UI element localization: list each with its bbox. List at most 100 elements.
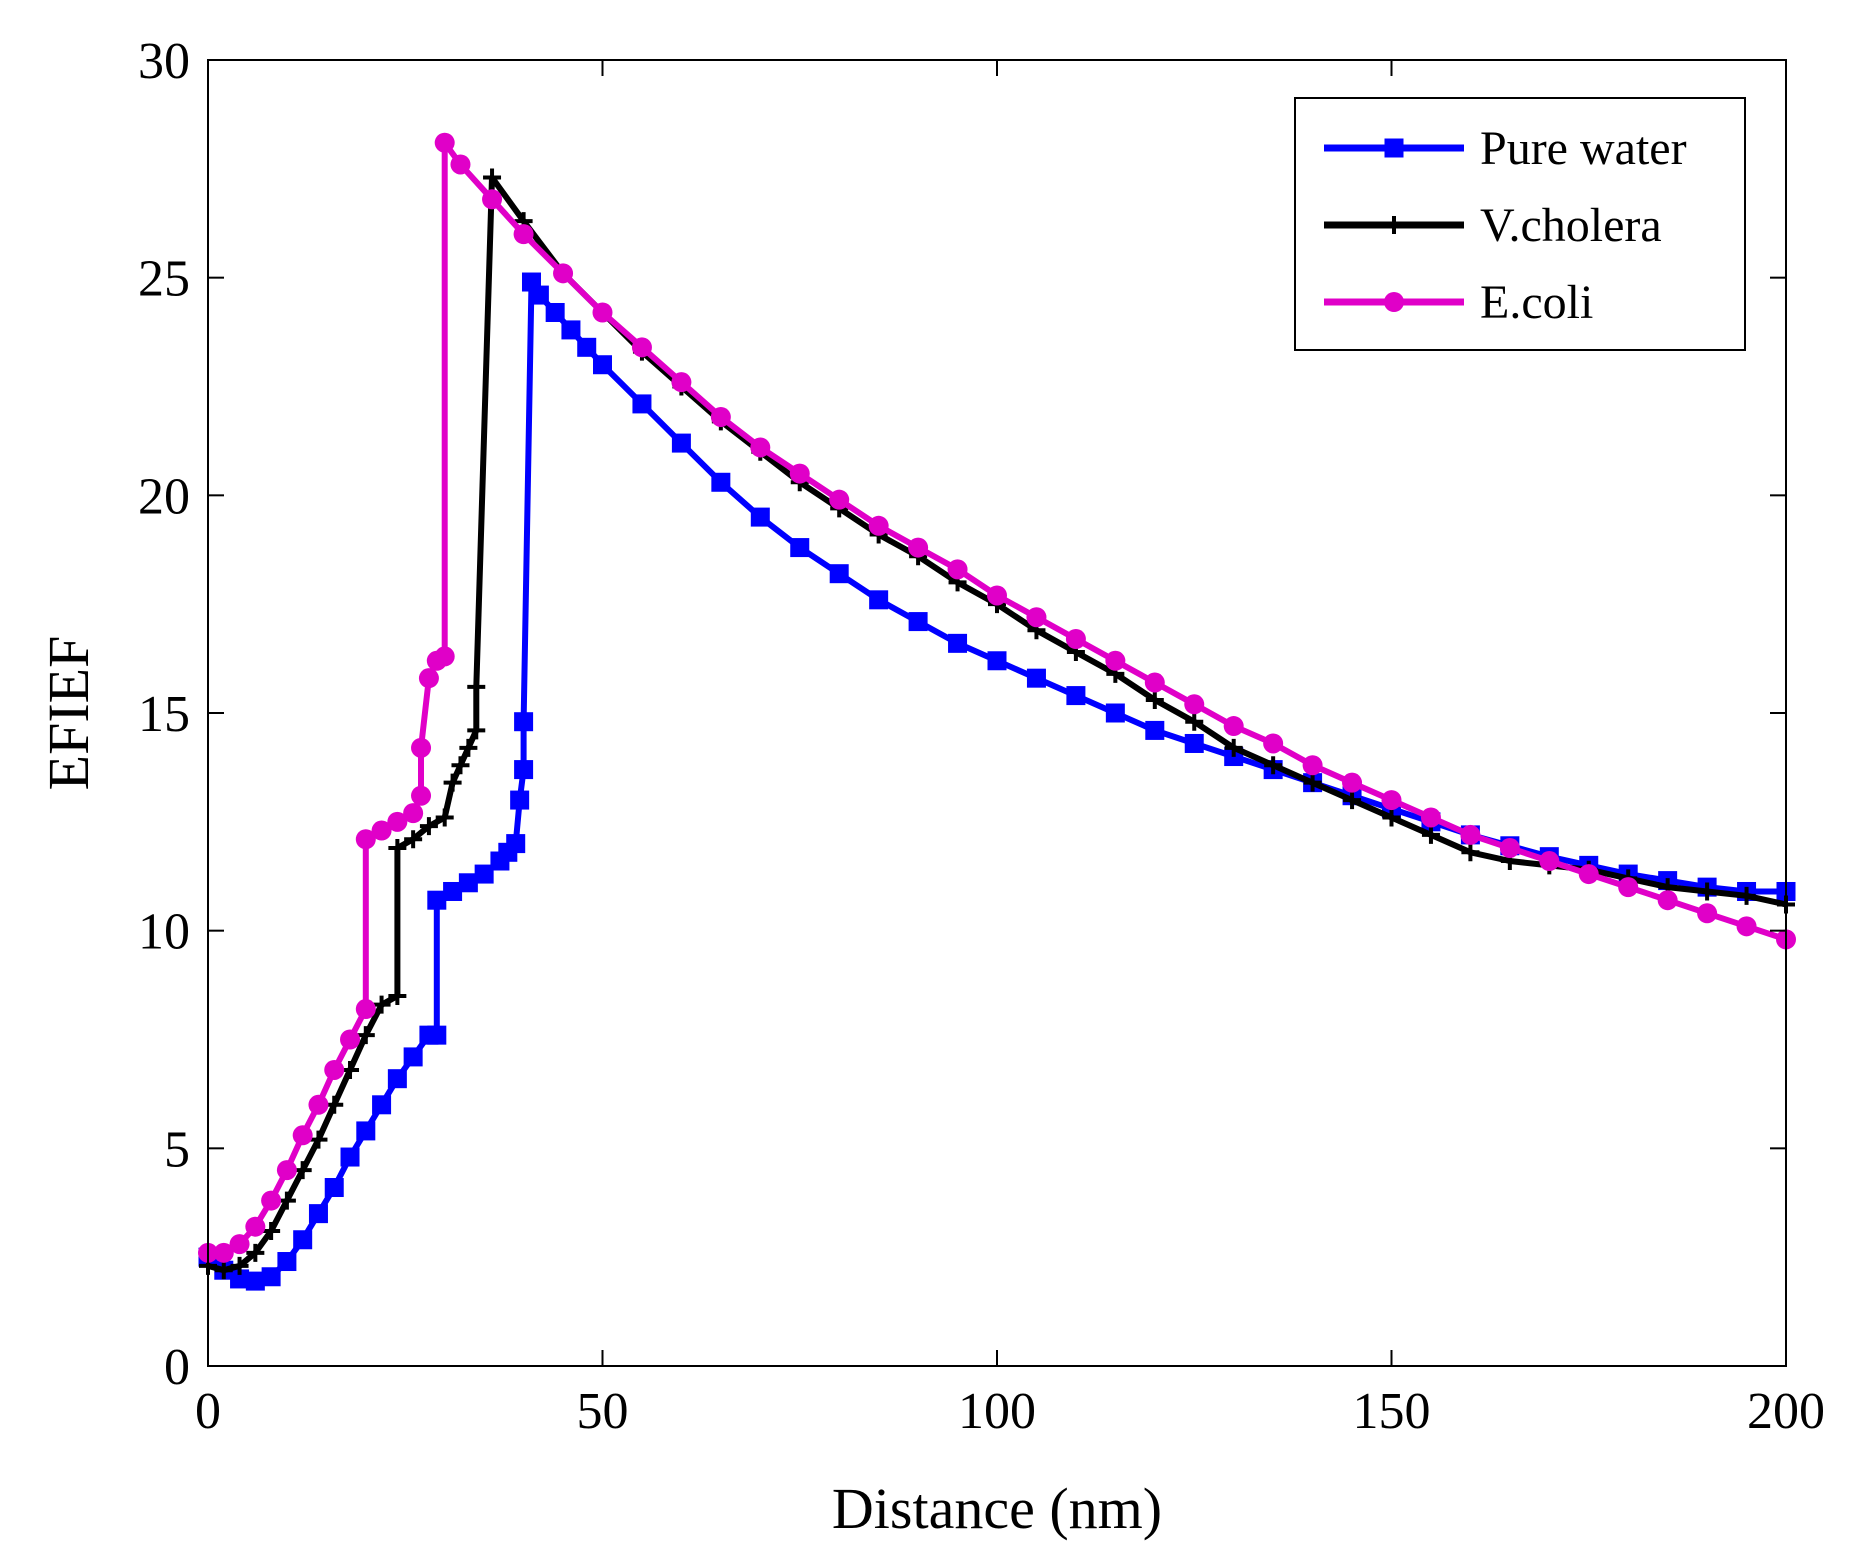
data-point-v-cholera: [1185, 712, 1204, 731]
data-point-e-coli: [229, 1234, 250, 1255]
y-axis-title: EFIEF: [36, 636, 101, 791]
y-tick-label-30: 30: [138, 33, 190, 90]
data-point-e-coli: [1065, 628, 1086, 649]
data-point-pure-water: [1145, 720, 1165, 740]
x-tick-label-0: 0: [195, 1383, 221, 1440]
data-point-v-cholera: [246, 1243, 265, 1262]
data-point-e-coli: [1460, 824, 1481, 845]
data-point-pure-water: [514, 760, 534, 780]
legend-label-pure-water: Pure water: [1480, 122, 1687, 175]
data-point-e-coli: [371, 820, 392, 841]
x-tick-label-100: 100: [958, 1383, 1036, 1440]
data-point-e-coli: [1144, 672, 1165, 693]
data-point-e-coli: [908, 537, 929, 558]
data-point-e-coli: [789, 463, 810, 484]
data-point-e-coli: [411, 785, 432, 806]
data-point-pure-water: [790, 538, 810, 558]
data-point-v-cholera: [435, 808, 454, 827]
data-point-e-coli: [450, 154, 471, 175]
legend-entry-e-coli: E.coli: [1324, 276, 1593, 329]
data-point-pure-water: [750, 507, 770, 527]
data-point-pure-water: [372, 1095, 392, 1115]
data-point-e-coli: [340, 1029, 361, 1050]
data-point-v-cholera: [388, 986, 407, 1005]
data-point-e-coli: [987, 585, 1007, 606]
data-point-pure-water: [1026, 668, 1046, 688]
data-point-v-cholera: [443, 773, 462, 792]
data-point-e-coli: [418, 668, 439, 689]
data-point-v-cholera: [483, 168, 502, 187]
data-point-e-coli: [553, 263, 574, 284]
axis-ticks: 0 50 100 150 200 0 5 10 15 20 25 30: [138, 33, 1825, 1440]
legend-marker-v-cholera: [1385, 216, 1403, 234]
data-point-v-cholera: [459, 738, 478, 757]
data-point-pure-water: [593, 355, 612, 375]
data-point-e-coli: [434, 646, 455, 667]
data-point-e-coli: [1578, 864, 1599, 885]
data-point-pure-water: [403, 1047, 423, 1067]
data-point-pure-water: [1105, 703, 1125, 723]
y-tick-label-10: 10: [138, 904, 190, 961]
data-point-e-coli: [592, 302, 613, 323]
data-point-e-coli: [1302, 755, 1323, 776]
data-point-e-coli: [245, 1216, 266, 1237]
data-point-e-coli: [1657, 890, 1678, 911]
data-point-pure-water: [529, 285, 549, 305]
data-point-e-coli: [750, 437, 771, 458]
data-point-pure-water: [261, 1267, 281, 1287]
data-point-v-cholera: [1382, 808, 1401, 827]
data-point-e-coli: [1539, 851, 1560, 872]
data-point-v-cholera: [309, 1130, 328, 1149]
data-point-e-coli: [324, 1059, 345, 1080]
data-point-e-coli: [671, 372, 692, 393]
data-point-e-coli: [411, 737, 432, 758]
x-tick-label-50: 50: [577, 1383, 629, 1440]
data-point-pure-water: [340, 1147, 360, 1167]
y-tick-label-0: 0: [164, 1339, 190, 1396]
legend: Pure water V.cholera E.coli: [1294, 97, 1746, 351]
data-point-v-cholera: [467, 721, 486, 740]
data-point-pure-water: [1066, 686, 1086, 706]
series-layer: [198, 132, 1796, 1291]
data-point-e-coli: [1618, 877, 1639, 898]
data-point-e-coli: [292, 1125, 313, 1146]
data-point-pure-water: [829, 564, 849, 584]
data-point-pure-water: [293, 1230, 313, 1250]
series-line-v-cholera: [207, 174, 1787, 1274]
data-point-pure-water: [356, 1121, 376, 1141]
data-point-v-cholera: [1737, 886, 1756, 905]
y-tick-label-5: 5: [164, 1121, 190, 1178]
data-point-e-coli: [868, 515, 889, 536]
legend-label-e-coli: E.coli: [1480, 276, 1593, 329]
data-point-pure-water: [427, 1025, 447, 1045]
data-point-v-cholera: [1303, 773, 1322, 792]
data-point-pure-water: [948, 633, 968, 653]
data-point-pure-water: [908, 612, 928, 632]
series-e-coli: [198, 132, 1796, 1263]
data-point-v-cholera: [1224, 738, 1243, 757]
y-tick-label-20: 20: [138, 468, 190, 525]
data-point-e-coli: [261, 1190, 282, 1211]
data-point-v-cholera: [262, 1222, 281, 1241]
data-point-pure-water: [510, 790, 530, 810]
legend-label-v-cholera: V.cholera: [1480, 199, 1662, 252]
data-point-e-coli: [1223, 716, 1244, 737]
data-point-v-cholera: [372, 995, 391, 1014]
legend-marker-e-coli: [1384, 292, 1404, 312]
data-point-e-coli: [403, 803, 424, 824]
data-point-e-coli: [1026, 607, 1047, 628]
data-point-pure-water: [514, 712, 534, 732]
data-point-v-cholera: [388, 838, 407, 857]
data-point-pure-water: [506, 834, 526, 854]
data-point-pure-water: [711, 472, 731, 492]
data-point-e-coli: [631, 337, 652, 358]
y-tick-label-15: 15: [138, 686, 190, 743]
data-point-pure-water: [869, 590, 889, 610]
data-point-e-coli: [1420, 807, 1441, 828]
data-point-v-cholera: [419, 817, 438, 836]
x-tick-label-200: 200: [1747, 1383, 1825, 1440]
data-point-e-coli: [710, 406, 731, 427]
data-point-e-coli: [355, 829, 376, 850]
data-point-e-coli: [1263, 733, 1284, 754]
